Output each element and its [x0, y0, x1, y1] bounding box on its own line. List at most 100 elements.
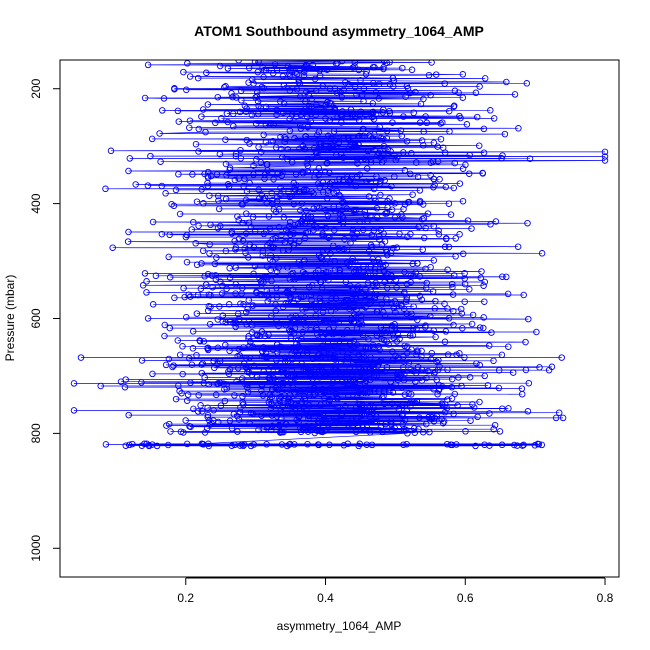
- data-point: [346, 340, 354, 348]
- data-point: [138, 379, 145, 386]
- data-point: [261, 67, 268, 74]
- y-axis: 200 400 600 800 1000: [29, 78, 61, 562]
- data-point: [243, 188, 251, 195]
- data-point: [386, 81, 394, 88]
- data-point: [206, 250, 213, 257]
- data-point: [366, 429, 374, 436]
- data-point: [357, 294, 364, 302]
- data-point: [214, 360, 221, 368]
- data-point: [442, 235, 450, 243]
- data-point: [301, 423, 308, 431]
- data-point: [207, 292, 214, 299]
- data-point: [212, 391, 220, 399]
- data-point: [326, 183, 334, 191]
- data-point: [275, 223, 283, 231]
- data-point: [246, 420, 253, 427]
- data-point: [426, 428, 433, 436]
- data-point: [387, 378, 394, 386]
- data-point: [305, 415, 312, 422]
- data-point: [439, 401, 446, 409]
- data-point: [419, 428, 427, 436]
- data-point: [398, 211, 405, 218]
- data-point: [443, 440, 451, 448]
- data-point: [450, 410, 457, 418]
- data-point: [416, 273, 424, 280]
- data-point: [476, 83, 483, 90]
- data-point: [251, 60, 259, 66]
- data-point: [232, 281, 240, 288]
- data-point: [255, 195, 263, 202]
- data-point: [273, 357, 280, 364]
- data-point: [384, 284, 391, 292]
- data-point: [351, 258, 359, 266]
- data-point: [339, 176, 347, 184]
- data-point: [247, 442, 255, 450]
- data-point: [284, 358, 292, 365]
- data-point: [288, 409, 296, 417]
- data-point: [420, 234, 428, 242]
- data-point: [219, 282, 226, 290]
- data-point: [243, 355, 250, 362]
- data-point: [381, 388, 388, 396]
- data-point: [433, 376, 440, 384]
- data-point: [325, 234, 332, 242]
- data-point: [538, 250, 546, 257]
- data-point: [265, 294, 272, 301]
- data-point: [183, 313, 190, 321]
- data-point: [281, 398, 288, 405]
- data-point: [339, 378, 346, 385]
- data-point: [204, 404, 211, 411]
- data-point: [336, 266, 344, 274]
- data-point: [296, 93, 304, 100]
- data-point: [371, 146, 378, 154]
- data-point: [357, 77, 364, 84]
- data-point: [301, 146, 309, 153]
- data-point: [268, 312, 275, 320]
- data-point: [346, 365, 354, 372]
- data-point: [353, 324, 361, 332]
- data-point: [505, 343, 512, 350]
- data-point: [277, 393, 285, 401]
- data-point: [385, 341, 392, 348]
- data-point: [430, 222, 437, 230]
- data-point: [284, 300, 292, 308]
- data-point: [251, 263, 259, 270]
- data-point: [319, 428, 326, 436]
- data-point: [456, 180, 464, 187]
- data-point: [147, 152, 154, 160]
- data-point: [365, 248, 373, 255]
- data-point: [195, 125, 203, 133]
- data-point: [347, 239, 354, 247]
- data-point: [181, 293, 188, 301]
- data-point: [468, 320, 476, 328]
- data-point: [352, 428, 360, 436]
- data-point: [316, 373, 323, 381]
- data-point: [297, 293, 305, 301]
- data-point: [179, 343, 186, 350]
- data-point: [305, 401, 313, 409]
- data-point: [261, 332, 269, 340]
- data-point: [405, 359, 413, 366]
- data-point: [347, 346, 355, 354]
- data-point: [279, 109, 287, 117]
- data-point: [334, 403, 341, 410]
- data-point: [403, 440, 410, 448]
- data-point: [338, 207, 345, 214]
- data-point: [289, 403, 297, 410]
- data-point: [216, 303, 223, 310]
- data-point: [487, 221, 494, 228]
- data-point: [399, 214, 406, 221]
- data-point: [450, 307, 457, 315]
- data-point: [249, 213, 257, 221]
- data-point: [403, 349, 411, 357]
- data-point: [425, 414, 432, 421]
- data-point: [407, 402, 414, 410]
- data-point: [351, 83, 359, 91]
- data-point: [509, 369, 517, 376]
- data-point: [203, 69, 210, 77]
- data-point: [206, 241, 213, 248]
- data-point: [459, 165, 467, 172]
- data-point: [400, 149, 407, 156]
- data-point: [435, 227, 442, 234]
- data-point: [300, 68, 308, 76]
